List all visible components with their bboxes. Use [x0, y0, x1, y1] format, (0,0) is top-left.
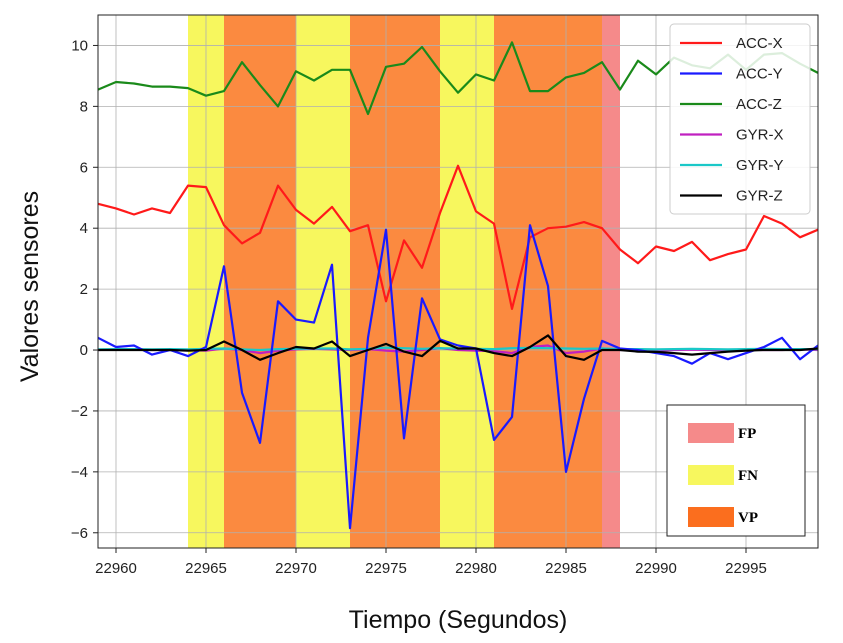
region-fn — [440, 15, 494, 548]
y-tick-label: −6 — [71, 525, 88, 542]
y-tick-label: 10 — [71, 37, 88, 54]
region-legend-label: FN — [738, 468, 758, 484]
x-axis-title: Tiempo (Segundos) — [349, 606, 568, 634]
x-tick-label: 22995 — [725, 560, 767, 577]
legend-label: GYR-Z — [736, 188, 783, 205]
region-fp — [602, 15, 620, 548]
x-tick-label: 22985 — [545, 560, 587, 577]
x-tick-label: 22980 — [455, 560, 497, 577]
region-fn — [296, 15, 350, 548]
series-line-acc-y — [97, 224, 819, 530]
y-tick-label: −4 — [71, 464, 88, 481]
region-vp — [350, 15, 440, 548]
series-line-acc-x — [97, 164, 819, 310]
legend-label: GYR-X — [736, 127, 784, 144]
legend-label: ACC-Z — [736, 96, 782, 113]
y-tick-label: 4 — [80, 220, 88, 237]
y-axis-ticks: −6 −4 −2 0 2 4 6 8 10 — [71, 37, 98, 542]
y-tick-label: 6 — [80, 159, 88, 176]
y-tick-label: 2 — [80, 281, 88, 298]
y-tick-label: 0 — [80, 342, 88, 359]
region-legend: FP FN VP — [666, 404, 806, 537]
region-vp — [224, 15, 296, 548]
region-legend-label: FP — [738, 426, 756, 442]
y-tick-label: 8 — [80, 98, 88, 115]
legend-label: GYR-Y — [736, 157, 784, 174]
x-tick-label: 22965 — [185, 560, 227, 577]
legend-label: ACC-Y — [736, 66, 783, 83]
region-vp — [494, 15, 602, 548]
x-axis-ticks: 22960 22965 22970 22975 22980 22985 22990 22995 — [95, 548, 767, 577]
region-legend-box — [666, 404, 806, 537]
event-regions — [188, 15, 620, 548]
plot-frame — [97, 14, 819, 549]
region-legend-swatch — [688, 507, 734, 527]
series-legend: ACC-X ACC-Y ACC-Z GYR-X GYR-Y GYR-Z — [669, 23, 811, 215]
x-tick-label: 22960 — [95, 560, 137, 577]
y-axis-title: Valores sensores — [16, 191, 44, 382]
x-tick-label: 22990 — [635, 560, 677, 577]
region-legend-swatch — [688, 423, 734, 443]
x-tick-label: 22975 — [365, 560, 407, 577]
series-line-gyr-z — [98, 334, 819, 361]
legend-box — [669, 23, 811, 215]
legend-label: ACC-X — [736, 35, 783, 52]
x-tick-label: 22970 — [275, 560, 317, 577]
y-tick-label: −2 — [71, 403, 88, 420]
region-legend-swatch — [688, 465, 734, 485]
region-legend-label: VP — [738, 510, 758, 526]
